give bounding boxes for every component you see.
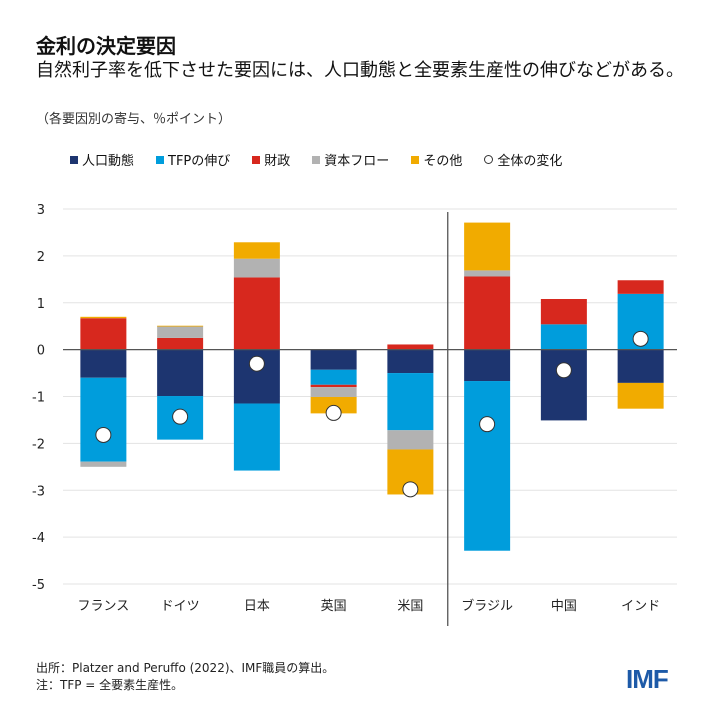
bar-segment <box>464 270 511 277</box>
bar-segment <box>310 387 357 397</box>
legend-swatch <box>411 155 420 164</box>
bar-segment <box>387 373 434 431</box>
bar-segment <box>233 258 280 278</box>
bar-segment <box>233 403 280 471</box>
legend-label: 人口動態 <box>82 154 135 169</box>
total-change-marker <box>555 362 572 379</box>
bar-segment <box>157 326 204 338</box>
bar-segment <box>157 325 204 327</box>
unit-note: （各要因別の寄与、％ポイント） <box>36 112 232 127</box>
bar-segment <box>617 349 664 383</box>
total-change-marker <box>248 355 265 372</box>
legend-swatch <box>70 155 78 164</box>
bar-segment <box>617 280 664 294</box>
chart-title: 金利の決定要因 <box>36 34 176 58</box>
y-tick-label: 3 <box>37 203 45 218</box>
total-change-marker <box>479 416 496 433</box>
bar-segment <box>540 324 587 350</box>
bar-segment <box>387 430 434 450</box>
bar-segment <box>157 349 204 397</box>
source-note: 出所：Platzer and Peruffo (2022)、IMF職員の算出。 <box>36 661 335 675</box>
y-tick-label: 0 <box>37 344 45 359</box>
bar-segment <box>617 382 664 409</box>
bar-segment <box>464 381 511 551</box>
legend-label: その他 <box>423 154 463 169</box>
x-tick-label: 中国 <box>551 599 577 614</box>
bar-segment <box>233 277 280 350</box>
bar-segment <box>310 369 357 385</box>
legend-item-other: その他 <box>411 150 462 169</box>
bar-segment <box>387 344 434 350</box>
bar-segment <box>157 337 204 350</box>
y-tick-label: -2 <box>32 437 45 452</box>
total-change-marker <box>632 330 649 347</box>
x-tick-label: 英国 <box>321 599 347 614</box>
legend-label: TFPの伸び <box>168 154 231 169</box>
bar-segment <box>464 222 511 271</box>
bar-segment <box>310 384 357 388</box>
legend-circle-icon <box>484 155 494 164</box>
y-tick-label: 1 <box>37 297 45 312</box>
legend-swatch <box>252 155 261 164</box>
x-tick-label: インド <box>621 599 660 614</box>
x-tick-label: 日本 <box>244 599 270 614</box>
total-change-marker <box>402 481 419 498</box>
bar-segment <box>310 349 357 370</box>
bar-segment <box>80 316 127 319</box>
legend-label: 全体の変化 <box>497 154 563 169</box>
legend-label: 財政 <box>264 154 291 169</box>
legend-label: 資本フロー <box>324 154 390 169</box>
legend-item-tfp: TFPの伸び <box>156 150 230 169</box>
chart-subtitle: 自然利子率を低下させた要因には、人口動態と全要素生産性の伸びなどがある。 <box>36 60 684 81</box>
bar-segment <box>80 461 127 467</box>
bar-segment <box>80 349 127 378</box>
total-change-marker <box>95 426 112 443</box>
bar-segment <box>464 349 511 382</box>
legend-item-demographics: 人口動態 <box>70 150 134 169</box>
footnote: 注：TFP = 全要素生産性。 <box>36 678 184 692</box>
legend-item-total: 全体の変化 <box>484 150 562 169</box>
bar-segment <box>80 318 127 350</box>
x-tick-label: 米国 <box>397 599 423 614</box>
y-tick-label: -4 <box>32 531 45 546</box>
bar-segment <box>540 349 587 421</box>
x-tick-label: ブラジル <box>461 598 513 614</box>
legend-swatch <box>312 155 321 164</box>
bar-segment <box>387 349 434 374</box>
total-change-marker <box>172 408 189 425</box>
y-tick-label: -5 <box>32 578 45 593</box>
y-tick-label: -3 <box>32 484 45 499</box>
x-tick-label: ドイツ <box>161 599 200 614</box>
bar-segment <box>464 276 511 350</box>
footer: 出所：Platzer and Peruffo (2022)、IMF職員の算出。 … <box>36 660 334 694</box>
legend: 人口動態 TFPの伸び 財政 資本フロー その他 全体の変化 <box>70 150 562 169</box>
imf-logo: IMF <box>626 664 669 694</box>
y-tick-label: -1 <box>32 391 45 406</box>
legend-swatch <box>156 155 165 164</box>
total-change-marker <box>325 404 342 421</box>
y-tick-label: 2 <box>37 250 45 265</box>
legend-item-fiscal: 財政 <box>252 150 290 169</box>
bar-segment <box>540 299 587 325</box>
bar-segment <box>233 242 280 259</box>
legend-item-capital-flows: 資本フロー <box>312 150 389 169</box>
bar-segment <box>80 377 127 462</box>
x-tick-label: フランス <box>78 599 130 614</box>
